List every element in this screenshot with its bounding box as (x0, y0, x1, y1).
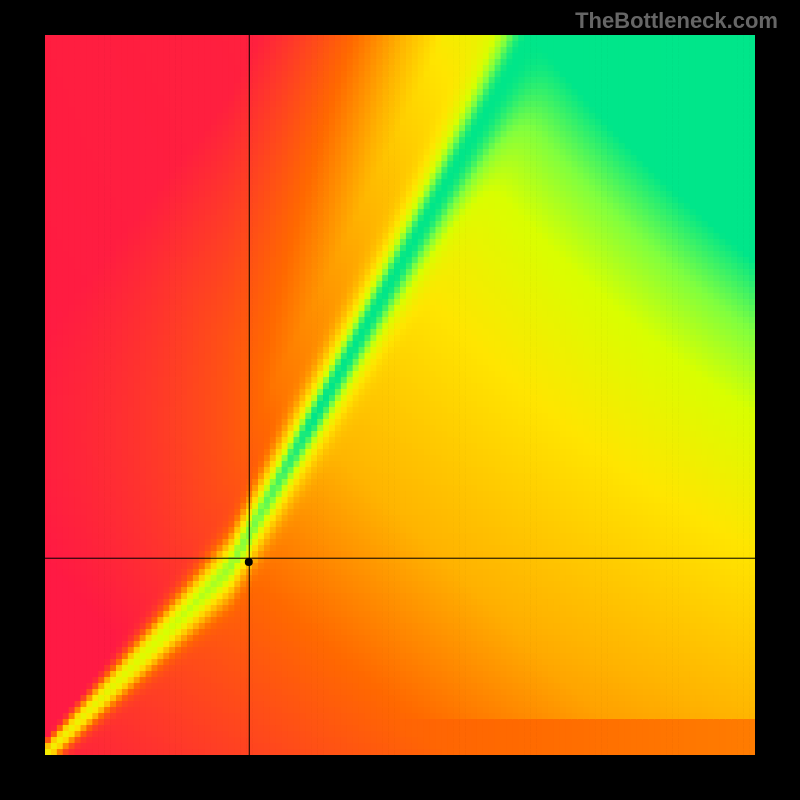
plot-area (45, 35, 755, 755)
chart-container: TheBottleneck.com (0, 0, 800, 800)
heatmap-canvas (45, 35, 755, 755)
watermark-text: TheBottleneck.com (575, 8, 778, 34)
